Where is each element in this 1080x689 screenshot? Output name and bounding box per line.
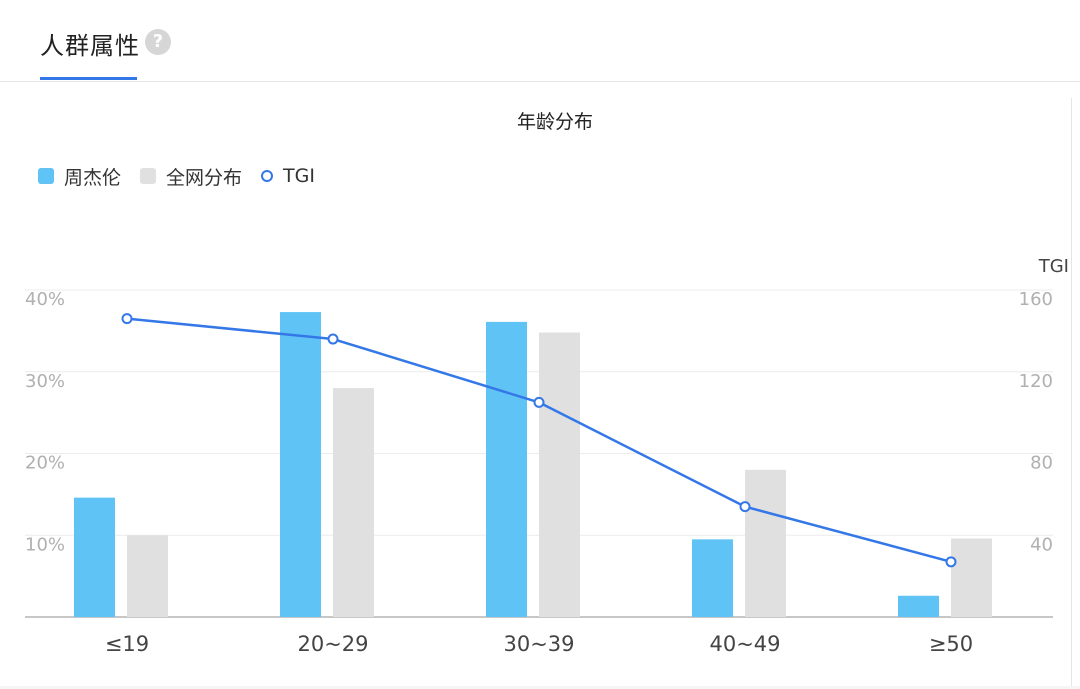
tgi-point <box>533 396 545 408</box>
bar-series-a <box>898 595 939 617</box>
legend-item-series-a[interactable]: 周杰伦 <box>38 163 121 190</box>
tgi-point <box>121 313 133 325</box>
y-left-tick-label: 20% <box>25 453 65 474</box>
tgi-point <box>327 333 339 345</box>
y-right-tick-label: 80 <box>1030 453 1053 474</box>
y-right-tick-label: 40 <box>1030 534 1053 555</box>
y-right-axis-label: TGI <box>1038 256 1069 277</box>
divider <box>1071 98 1072 686</box>
active-tab-indicator <box>40 77 137 80</box>
legend-label-tgi: TGI <box>283 165 315 187</box>
legend-label-series-a: 周杰伦 <box>64 166 122 189</box>
bar-baseline <box>951 538 992 617</box>
x-tick-label: 30~39 <box>503 632 574 656</box>
tab-crowd-attributes[interactable]: 人群属性 <box>40 32 140 60</box>
bar-series-a <box>280 312 321 617</box>
chart-legend: 周杰伦 全网分布 TGI <box>38 163 334 190</box>
legend-item-baseline[interactable]: 全网分布 <box>140 163 242 190</box>
y-left-tick-label: 30% <box>25 371 65 392</box>
bar-baseline <box>333 388 374 617</box>
x-tick-label: ≤19 <box>105 632 149 656</box>
tgi-point <box>739 501 751 513</box>
y-right-tick-label: 160 <box>1019 289 1053 310</box>
legend-item-tgi[interactable]: TGI <box>261 165 315 187</box>
bar-series-a <box>692 539 733 617</box>
legend-marker-tgi <box>261 170 274 182</box>
bar-series-a <box>486 321 527 617</box>
y-left-tick-label: 10% <box>25 534 65 555</box>
tab-bar: 人群属性 ? <box>0 0 1080 82</box>
bar-series-a <box>74 497 115 617</box>
bar-baseline <box>539 332 580 617</box>
tgi-point <box>945 556 957 568</box>
help-icon[interactable]: ? <box>145 29 171 55</box>
bar-baseline <box>127 535 168 617</box>
x-tick-label: 40~49 <box>709 632 780 656</box>
x-tick-label: ≥50 <box>929 632 973 656</box>
y-left-tick-label: 40% <box>25 289 65 310</box>
legend-swatch-series-a <box>38 168 54 184</box>
legend-label-baseline: 全网分布 <box>166 166 243 189</box>
legend-swatch-baseline <box>140 168 157 184</box>
chart-title: 年龄分布 <box>516 111 593 133</box>
y-right-tick-label: 120 <box>1019 371 1053 392</box>
bar-baseline <box>745 469 786 617</box>
x-tick-label: 20~29 <box>297 632 368 656</box>
